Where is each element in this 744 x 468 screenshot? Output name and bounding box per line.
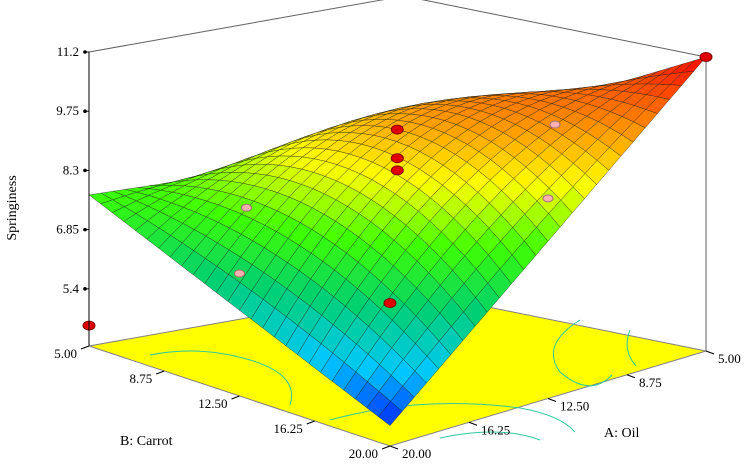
a-axis-tick [705, 350, 715, 355]
a-axis-tick [626, 374, 636, 379]
b-axis-tick [381, 445, 391, 450]
design-point [549, 120, 561, 129]
back-wall-top-left-edge [88, 0, 385, 53]
z-axis-tick-label: 5.4 [63, 281, 80, 296]
a-axis-tick-label: 8.75 [639, 375, 662, 390]
a-axis-tick-label: 5.00 [718, 351, 741, 366]
z-axis-tick-label: 9.75 [56, 103, 79, 118]
a-axis-tick-label: 16.25 [481, 422, 510, 437]
floor-contour [149, 350, 292, 406]
b-axis-tick-label: 8.75 [130, 371, 153, 386]
z-axis-tick-dot [83, 287, 87, 291]
design-point [390, 153, 404, 164]
z-axis-tick-dot [83, 109, 87, 114]
design-point [383, 298, 397, 309]
z-axis-tick-dot [83, 50, 87, 54]
b-axis-tick [231, 395, 240, 400]
b-axis-tick-label: 5.00 [54, 346, 77, 361]
y-axis-title: B: Carrot [120, 434, 173, 449]
back-wall-top-right-edge [421, 0, 707, 58]
design-point [542, 194, 554, 203]
design-point [234, 269, 245, 278]
floor-contour [439, 431, 541, 441]
floor-contour [552, 319, 613, 387]
x-axis-title: A: Oil [604, 426, 640, 441]
b-axis-tick-label: 16.25 [274, 421, 303, 436]
a-axis-tick-label: 12.50 [560, 399, 589, 414]
b-axis-tick [156, 370, 165, 375]
surface-cell [378, 401, 403, 426]
a-axis-tick-label: 20.00 [402, 446, 431, 461]
z-axis-tick-label: 6.85 [56, 222, 79, 237]
b-axis-tick [306, 420, 315, 425]
z-axis-tick-dot [83, 227, 87, 232]
z-axis-tick-label: 8.3 [63, 162, 79, 177]
a-axis-tick [389, 445, 399, 450]
a-axis-tick [468, 421, 478, 426]
z-axis-tick-label: 11.2 [57, 44, 79, 59]
design-point [699, 52, 713, 62]
design-point [390, 124, 404, 135]
b-axis-tick-label: 12.50 [198, 396, 227, 411]
z-axis-tick-dot [83, 168, 87, 173]
a-axis-tick [547, 398, 557, 402]
design-point [241, 203, 252, 212]
axes: 5.4 6.85 8.3 9.75 11.2 5.00 8.75 12.50 16.25 20.0… [54, 44, 741, 461]
floor-contour [626, 329, 637, 367]
b-axis-tick [80, 345, 90, 350]
b-axis-tick-label: 20.00 [349, 446, 378, 461]
design-point [390, 165, 404, 176]
z-axis-title: Springiness [5, 175, 20, 240]
